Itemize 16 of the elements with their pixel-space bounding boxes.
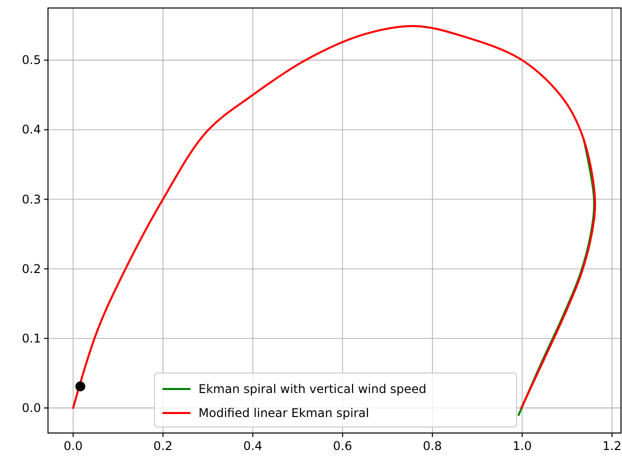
x-tick-label: 1.2 [602,439,622,453]
x-tick-label: 0.4 [243,439,262,453]
y-tick-label: 0.1 [22,331,41,346]
line-series [72,25,596,409]
x-tick-label: 0.0 [64,439,83,453]
x-tick-label: 0.8 [422,439,442,453]
legend-label: Modified linear Ekman spiral [198,406,370,420]
x-tick-label: 0.2 [153,439,173,453]
x-tick-label: 1.0 [512,439,532,453]
x-tick-label: 0.6 [333,439,352,453]
y-tick-label: 0.3 [22,192,41,206]
y-tick-label: 0.4 [22,122,41,137]
y-tick-label: 0.2 [22,262,41,276]
y-tick-label: 0.5 [22,53,41,68]
legend-label: Ekman spiral with vertical wind speed [198,382,426,396]
y-tick-label: 0.0 [22,400,41,415]
